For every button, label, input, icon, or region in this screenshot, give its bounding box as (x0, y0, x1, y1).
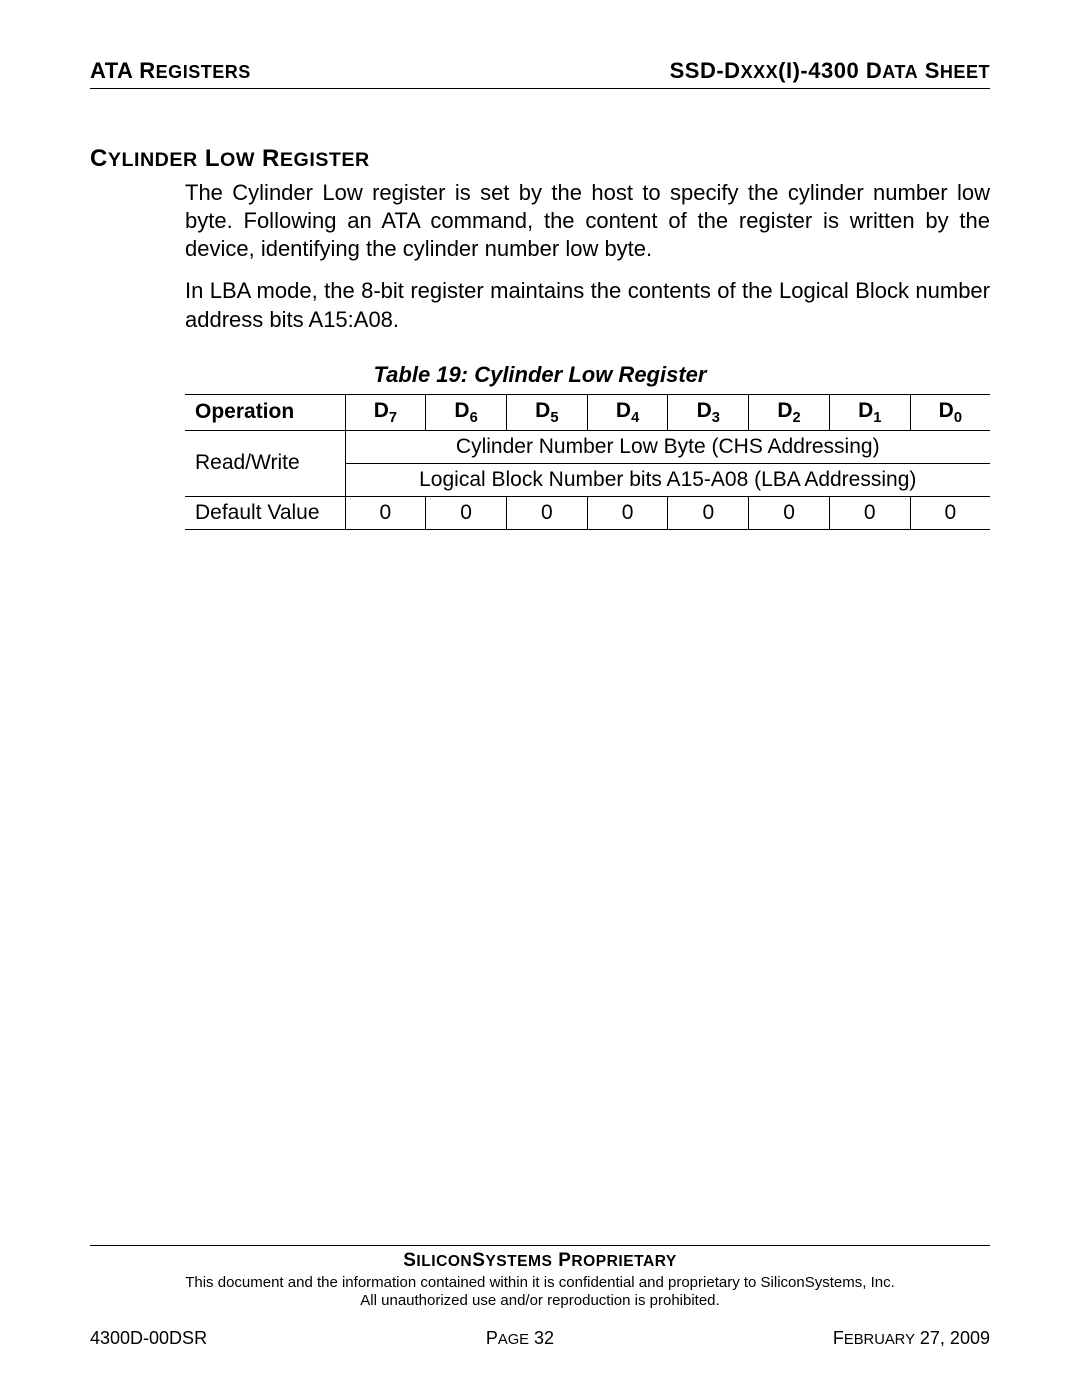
cell-default-label: Default Value (185, 496, 345, 529)
d6-s: 6 (470, 410, 478, 426)
d1-b: D (858, 399, 873, 422)
cell-v2: 0 (749, 496, 830, 529)
st-b: YLINDER (108, 149, 198, 171)
st-f: EGISTER (280, 149, 370, 171)
cell-v0: 0 (910, 496, 990, 529)
cell-v5: 0 (506, 496, 587, 529)
d4-s: 4 (631, 410, 639, 426)
cell-v7: 0 (345, 496, 426, 529)
d2-b: D (777, 399, 792, 422)
register-table: Operation D7 D6 D5 D4 D3 D2 D1 D0 Read/W… (185, 394, 990, 530)
d7-b: D (374, 399, 389, 422)
footer-note-2: All unauthorized use and/or reproduction… (360, 1292, 719, 1309)
page-footer: SILICONSYSTEMS PROPRIETARY This document… (90, 1245, 990, 1349)
col-operation: Operation (185, 394, 345, 430)
fp-c: S (472, 1250, 485, 1271)
fp-e: P (552, 1250, 571, 1271)
hr-d: ATA (882, 62, 918, 82)
fp-f: ROPRIETARY (571, 1253, 676, 1270)
hr-c: (I)-4300 D (778, 58, 882, 83)
table-caption: Table 19: Cylinder Low Register (90, 362, 990, 388)
st-e: R (255, 145, 280, 172)
footer-note: This document and the information contai… (90, 1274, 990, 1310)
cell-v1: 0 (829, 496, 910, 529)
d0-s: 0 (954, 410, 962, 426)
paragraph-2: In LBA mode, the 8-bit register maintain… (185, 277, 990, 333)
cell-chs: Cylinder Number Low Byte (CHS Addressing… (345, 430, 990, 463)
col-d2: D2 (749, 394, 830, 430)
fc-b: AGE (498, 1332, 529, 1348)
d5-s: 5 (550, 410, 558, 426)
col-d1: D1 (829, 394, 910, 430)
st-a: C (90, 145, 108, 172)
d5-b: D (535, 399, 550, 422)
footer-note-1: This document and the information contai… (185, 1274, 895, 1291)
st-c: L (198, 145, 220, 172)
col-d7: D7 (345, 394, 426, 430)
col-d4: D4 (587, 394, 668, 430)
st-d: OW (220, 149, 255, 171)
footer-left: 4300D-00DSR (90, 1328, 207, 1349)
cell-v6: 0 (426, 496, 507, 529)
fp-b: ILICON (416, 1253, 472, 1270)
d6-b: D (454, 399, 469, 422)
footer-center: PAGE 32 (486, 1328, 554, 1349)
fc-num: 32 (529, 1328, 554, 1348)
d4-b: D (616, 399, 631, 422)
footer-proprietary: SILICONSYSTEMS PROPRIETARY (90, 1250, 990, 1272)
paragraph-1: The Cylinder Low register is set by the … (185, 179, 990, 263)
col-d3: D3 (668, 394, 749, 430)
header-left: ATA REGISTERS (90, 58, 251, 84)
footer-row: 4300D-00DSR PAGE 32 FEBRUARY 27, 2009 (90, 1328, 990, 1349)
fr-b: EBRUARY (844, 1332, 915, 1348)
footer-right: FEBRUARY 27, 2009 (833, 1328, 990, 1349)
hr-a: SSD-D (670, 58, 741, 83)
fr-date: 27, 2009 (915, 1328, 990, 1348)
row-default: Default Value 0 0 0 0 0 0 0 0 (185, 496, 990, 529)
d0-b: D (939, 399, 954, 422)
header-left-a: ATA R (90, 58, 156, 83)
fc-a: P (486, 1328, 498, 1348)
cell-readwrite: Read/Write (185, 430, 345, 496)
hr-e: S (918, 58, 940, 83)
table-header-row: Operation D7 D6 D5 D4 D3 D2 D1 D0 (185, 394, 990, 430)
header-left-b: EGISTERS (156, 62, 251, 82)
d1-s: 1 (873, 410, 881, 426)
cell-v3: 0 (668, 496, 749, 529)
d3-b: D (697, 399, 712, 422)
col-d0: D0 (910, 394, 990, 430)
section-title: CYLINDER LOW REGISTER (90, 145, 990, 173)
d2-s: 2 (793, 410, 801, 426)
fp-d: YSTEMS (485, 1253, 552, 1270)
d3-s: 3 (712, 410, 720, 426)
cell-lba: Logical Block Number bits A15-A08 (LBA A… (345, 463, 990, 496)
header-right: SSD-DXXX(I)-4300 DATA SHEET (670, 58, 990, 84)
d7-s: 7 (389, 410, 397, 426)
cell-v4: 0 (587, 496, 668, 529)
col-d6: D6 (426, 394, 507, 430)
page-header: ATA REGISTERS SSD-DXXX(I)-4300 DATA SHEE… (90, 58, 990, 89)
row-readwrite-1: Read/Write Cylinder Number Low Byte (CHS… (185, 430, 990, 463)
hr-f: HEET (940, 62, 990, 82)
fr-a: F (833, 1328, 844, 1348)
col-d5: D5 (506, 394, 587, 430)
hr-b: XXX (741, 62, 779, 82)
fp-a: S (403, 1250, 416, 1271)
footer-rule (90, 1245, 990, 1246)
